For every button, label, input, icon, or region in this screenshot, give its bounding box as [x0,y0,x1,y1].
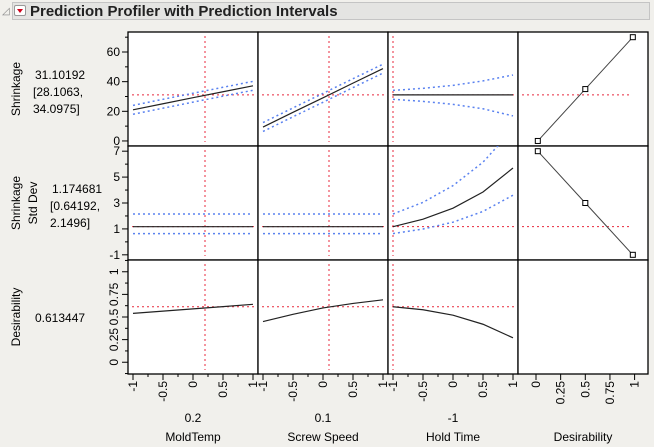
prediction-trace [132,303,254,314]
x-tick-label: -1 [386,381,400,392]
prediction-interval-curve [262,72,384,133]
x-tick-label: 0.5 [476,381,490,398]
desirability-tick-label: 0.5 [578,381,592,398]
desirability-tick-label: 1 [628,381,642,388]
y-tick-label: 5 [113,170,120,184]
desirability-handle[interactable] [534,137,541,144]
prediction-interval-curve [392,194,514,235]
prediction-interval-curve [262,63,384,124]
curve-group [262,264,384,370]
prediction-interval: 2.1496] [50,216,90,230]
red-triangle-menu-icon[interactable] [14,5,26,16]
prediction-interval: [0.64192, [50,199,100,213]
x-tick-label: 1 [506,381,520,388]
curve-group [132,36,254,142]
desirability-handle[interactable] [534,148,541,155]
desirability-tick-label: 0.25 [554,381,568,405]
panel-r0-c2 [387,31,519,147]
panel-r2-c1 [257,259,389,375]
panel-r1-c2 [387,145,519,261]
prediction-interval-curve [132,80,254,107]
response-name: Std Dev [26,182,40,225]
x-tick-label: 0 [316,381,330,388]
x-tick-label: 1 [376,381,390,388]
x-tick-label: 1 [246,381,260,388]
x-tick-label: -1 [256,381,270,392]
factor-name: Hold Time [426,430,480,444]
factor-name: MoldTemp [165,430,221,444]
curve-group [392,264,514,370]
y-tick-label: 0.5 [107,308,121,325]
desirability-tick-label: 0 [529,381,543,388]
y-tick-label: 0.25 [107,328,121,352]
disclosure-triangle-icon[interactable]: ◿ [2,6,10,17]
factor-current-value[interactable]: 0.2 [185,411,202,425]
prediction-interval: 34.0975] [33,102,80,116]
y-tick-label: -1 [109,248,120,262]
response-name: Shrinkage [9,176,23,230]
y-tick-label: 40 [107,75,121,89]
desirability-axis-label: Desirability [554,430,613,444]
curve-group [132,150,254,256]
factor-name: Screw Speed [287,430,358,444]
response-name: Desirability [9,288,23,347]
prediction-interval-curve [132,89,254,116]
prediction-interval-curve [392,146,499,215]
y-tick-label: 1 [113,222,120,236]
desirability-fn [522,34,636,144]
response-name: Shrinkage [9,62,23,116]
response-value: 31.10192 [35,68,85,82]
desirability-handle[interactable] [582,86,589,93]
curve-group [262,150,384,256]
y-tick-label: 1 [107,268,121,275]
desirability-handle[interactable] [629,34,636,41]
x-tick-label: -0.5 [156,381,170,402]
panel-r2-c2 [387,259,519,375]
y-tick-label: 0.75 [107,282,121,306]
desirability-handle[interactable] [629,251,636,258]
y-tick-label: 3 [113,196,120,210]
y-tick-label: 0 [113,134,120,148]
outline-header[interactable] [12,2,650,20]
panel-r1-c1 [257,145,389,261]
desirability-tick-label: 0.75 [603,381,617,405]
x-tick-label: -0.5 [416,381,430,402]
x-tick-label: 0.5 [346,381,360,398]
prediction-interval-curve [392,98,514,117]
x-tick-label: -1 [126,381,140,392]
panel-r1-c0 [127,145,259,261]
curve-group [392,36,514,142]
curve-group [132,264,254,370]
prediction-trace [262,299,384,323]
curve-group [262,36,384,142]
outline-title: Prediction Profiler with Prediction Inte… [30,3,338,20]
y-tick-label: 20 [107,104,121,118]
factor-current-value[interactable]: -1 [448,411,459,425]
panel-r0-c1 [257,31,389,147]
prediction-trace [132,85,254,111]
y-tick-label: 7 [113,144,120,158]
x-tick-label: 0 [186,381,200,388]
desirability-fn [522,148,636,258]
x-tick-label: 0 [446,381,460,388]
panel-r2-c3 [517,259,649,375]
response-value: 0.613447 [35,311,85,325]
prediction-trace [392,167,514,228]
prediction-trace [392,306,514,339]
response-value: 1.174681 [52,182,102,196]
factor-current-value[interactable]: 0.1 [315,411,332,425]
prediction-trace [262,68,384,128]
desirability-handle[interactable] [582,200,589,206]
y-tick-label: 0 [107,359,121,366]
curve-group [392,146,514,256]
x-tick-label: 0.5 [216,381,230,398]
prediction-interval: [28.1063, [33,85,83,99]
panel-r2-c0 [127,259,259,375]
y-tick-label: 60 [107,45,121,59]
x-tick-label: -0.5 [286,381,300,402]
prediction-interval-curve [392,74,514,92]
